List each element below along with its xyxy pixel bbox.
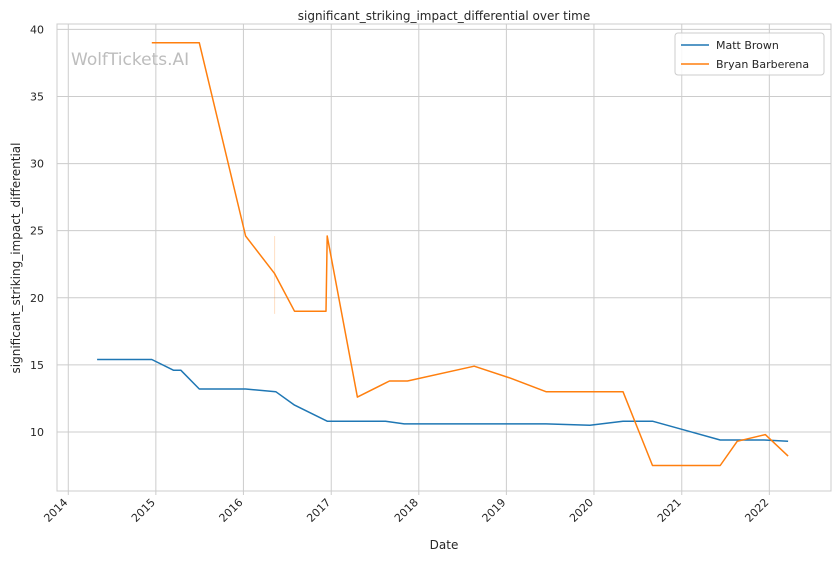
x-tick-label: 2017	[304, 496, 333, 525]
y-tick-label: 10	[30, 426, 44, 439]
series-line-matt-brown	[97, 358, 789, 443]
x-tick-label: 2016	[217, 496, 246, 525]
y-tick-label: 25	[30, 225, 44, 238]
y-tick-label: 15	[30, 359, 44, 372]
x-tick-label: 2018	[392, 496, 421, 525]
x-axis-label: Date	[430, 538, 459, 552]
series-line-bryan-barberena	[151, 42, 789, 467]
x-tick-label: 2019	[480, 496, 509, 525]
series-lines	[97, 42, 789, 467]
x-tick-label: 2021	[655, 496, 684, 525]
legend: Matt Brown Bryan Barberena	[674, 32, 825, 76]
y-tick-label: 40	[30, 23, 44, 36]
legend-label-matt-brown: Matt Brown	[716, 39, 779, 52]
legend-label-bryan-barberena: Bryan Barberena	[716, 58, 809, 71]
grid	[57, 24, 831, 491]
chart-title: significant_striking_impact_differential…	[298, 9, 590, 23]
plot-frame	[56, 23, 832, 492]
x-tick-label: 2015	[129, 496, 158, 525]
y-axis-label: significant_striking_impact_differential	[9, 143, 23, 374]
y-tick-label: 20	[30, 292, 44, 305]
x-tick-label: 2014	[41, 496, 70, 525]
watermark: WolfTickets.AI	[71, 50, 189, 70]
y-tick-label: 35	[30, 90, 44, 103]
y-tick-label: 30	[30, 158, 44, 171]
x-tick-label: 2022	[742, 496, 771, 525]
y-axis-ticks: 10 15 20 25 30 35 40	[30, 23, 44, 439]
x-axis-ticks: 2014 2015 2016 2017 2018 2019 2020 2021 2022	[41, 491, 771, 525]
x-tick-label: 2020	[567, 496, 596, 525]
legend-box	[674, 32, 825, 76]
